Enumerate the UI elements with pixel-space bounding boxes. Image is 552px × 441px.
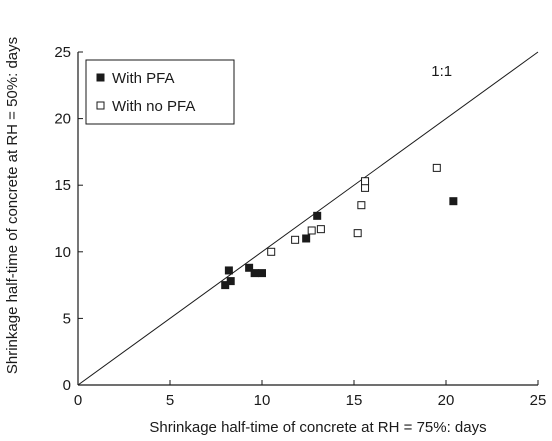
data-points	[221, 163, 458, 290]
x-tick-label: 15	[346, 392, 363, 409]
legend-marker-with-pfa	[96, 73, 105, 82]
point-with-pfa	[313, 211, 322, 220]
legend-label: With PFA	[112, 70, 175, 87]
reference-line-1-to-1	[77, 51, 539, 386]
point-with-pfa	[226, 277, 235, 286]
point-with-no-pfa	[307, 226, 316, 235]
y-axis-title: Shrinkage half-time of concrete at RH = …	[4, 37, 21, 374]
point-with-no-pfa	[291, 235, 300, 244]
x-tick-label: 0	[74, 392, 82, 409]
y-tick-label: 25	[54, 44, 71, 61]
x-axis-title: Shrinkage half-time of concrete at RH = …	[149, 419, 486, 436]
y-tick-label: 15	[54, 177, 71, 194]
x-tick-label: 20	[438, 392, 455, 409]
point-with-no-pfa	[361, 177, 370, 186]
x-tick-label: 10	[254, 392, 271, 409]
y-tick-label: 10	[54, 244, 71, 261]
point-with-no-pfa	[361, 183, 370, 192]
point-with-no-pfa	[353, 229, 362, 238]
legend: With PFA With no PFA	[85, 59, 235, 125]
reference-line-label: 1:1	[431, 63, 452, 80]
point-with-no-pfa	[316, 225, 325, 234]
x-tick-label: 25	[530, 392, 547, 409]
axes: 0 5 10 15 20 25 0 5 10 15 20 25	[54, 44, 546, 409]
point-with-no-pfa	[267, 247, 276, 256]
point-with-pfa	[224, 266, 233, 275]
point-with-pfa	[258, 269, 266, 278]
y-tick-label: 20	[54, 111, 71, 128]
point-with-pfa	[250, 269, 259, 278]
point-with-pfa	[245, 263, 254, 272]
point-with-no-pfa	[357, 201, 366, 210]
point-with-pfa	[449, 197, 458, 206]
y-tick-label: 5	[63, 310, 71, 327]
x-tick-label: 5	[166, 392, 174, 409]
point-with-no-pfa	[432, 163, 441, 172]
point-with-pfa	[302, 234, 311, 243]
legend-marker-with-no-pfa	[96, 101, 105, 110]
legend-box	[85, 59, 235, 125]
y-tick-label: 0	[63, 377, 71, 394]
legend-label: With no PFA	[112, 98, 195, 115]
reference-line-layer	[77, 51, 539, 386]
